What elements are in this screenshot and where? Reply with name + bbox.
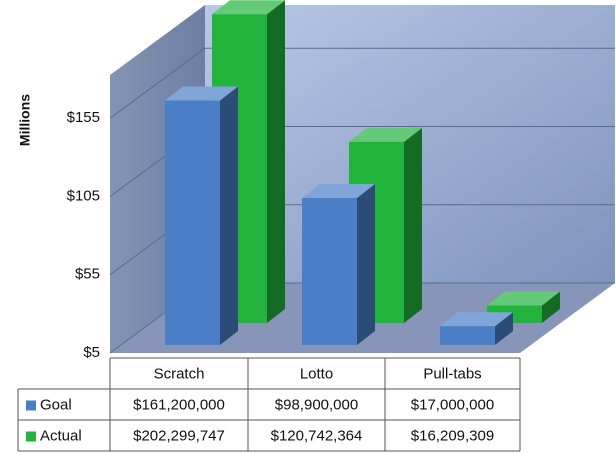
bar-top [349, 127, 422, 142]
table-cell: $202,299,747 [133, 427, 225, 444]
y-tick-label: $155 [67, 109, 100, 126]
column-header: Pull-tabs [423, 365, 481, 382]
legend-swatch [26, 431, 36, 442]
legend-swatch [26, 400, 36, 411]
y-axis-label: Millions [17, 94, 33, 146]
bar [302, 198, 357, 345]
bar-top [212, 0, 285, 15]
bars [165, 0, 560, 345]
bar-top [440, 312, 513, 327]
y-tick-label: $5 [83, 344, 100, 361]
bar-side [542, 291, 560, 323]
legend-label: Goal [40, 396, 72, 413]
y-tick-label: $55 [75, 266, 100, 283]
table-cell: $161,200,000 [133, 396, 225, 413]
bar [165, 100, 220, 345]
table-cell: $16,209,309 [411, 427, 494, 444]
table-cell: $120,742,364 [271, 427, 363, 444]
bar-side [495, 312, 513, 345]
table-cell: $98,900,000 [275, 396, 358, 413]
legend-label: Actual [40, 427, 82, 444]
bar-side [267, 0, 285, 324]
bar-top [302, 184, 375, 199]
y-tick-label: $105 [67, 187, 100, 204]
bar-side [404, 127, 422, 324]
bar [440, 326, 495, 345]
bar-side [220, 86, 238, 345]
column-header: Lotto [300, 365, 333, 382]
bar-side [357, 184, 375, 345]
grid-line [109, 47, 615, 119]
bar-top [487, 291, 560, 306]
data-table: Scratch Lotto Pull-tabs Goal $161,200,000 $98… [17, 357, 521, 452]
column-header: Scratch [154, 365, 205, 382]
bar-top [165, 86, 238, 101]
table-cell: $17,000,000 [411, 396, 494, 413]
